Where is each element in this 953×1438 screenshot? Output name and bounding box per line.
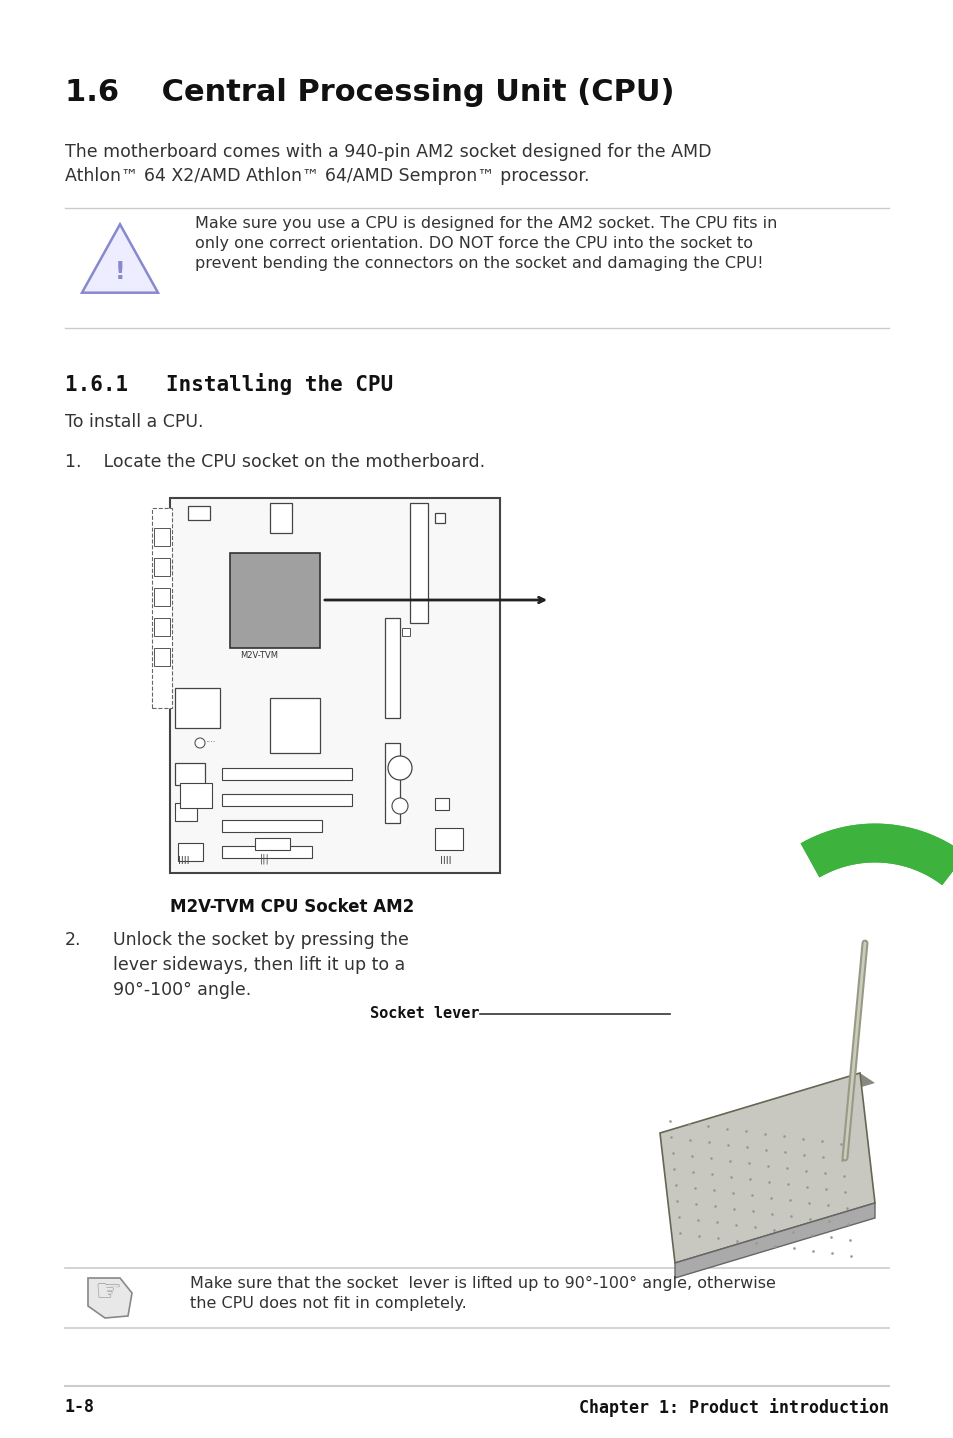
Text: ☞: ☞ [94,1278,122,1307]
Text: M2V-TVM CPU Socket AM2: M2V-TVM CPU Socket AM2 [170,897,414,916]
Bar [174,687,220,728]
Bar [401,628,410,636]
Text: !: ! [114,260,125,283]
Bar [153,649,170,666]
Bar [188,506,210,521]
Text: 1.6.1   Installing the CPU: 1.6.1 Installing the CPU [65,372,393,395]
Bar [435,828,462,850]
Text: Socket lever: Socket lever [370,1007,479,1021]
Bar [170,498,499,873]
Text: Unlock the socket by pressing the
lever sideways, then lift it up to a
90°-100° : Unlock the socket by pressing the lever … [112,930,409,999]
Circle shape [392,798,408,814]
Bar [180,784,212,808]
Bar [153,528,170,546]
Text: IIII: IIII [178,856,190,866]
Polygon shape [88,1278,132,1319]
Text: |||: ||| [260,853,270,863]
Bar [410,503,428,623]
Text: Make sure that the socket  lever is lifted up to 90°-100° angle, otherwise
the C: Make sure that the socket lever is lifte… [190,1276,775,1311]
Bar [152,508,172,707]
Circle shape [388,756,412,779]
Bar [435,513,444,523]
Text: 2.: 2. [65,930,81,949]
Text: M2V-TVM: M2V-TVM [240,651,277,660]
Polygon shape [82,224,158,293]
Bar [174,764,205,785]
Bar [222,768,352,779]
Bar [222,794,352,807]
Bar [270,503,292,533]
Bar [385,618,399,718]
Circle shape [194,738,205,748]
Text: ....: .... [205,735,215,745]
Bar [153,588,170,605]
Bar [435,798,449,810]
Text: 1.    Locate the CPU socket on the motherboard.: 1. Locate the CPU socket on the motherbo… [65,453,485,472]
Text: 1-8: 1-8 [65,1398,95,1416]
Bar [153,618,170,636]
Text: IIII: IIII [439,856,451,866]
Bar [230,554,319,649]
Polygon shape [659,1073,874,1143]
Bar [178,843,203,861]
Bar [254,838,290,850]
Text: To install a CPU.: To install a CPU. [65,413,203,431]
Bar [174,802,196,821]
Text: The motherboard comes with a 940-pin AM2 socket designed for the AMD
Athlon™ 64 : The motherboard comes with a 940-pin AM2… [65,142,711,184]
Bar [385,743,399,823]
Text: 1.6    Central Processing Unit (CPU): 1.6 Central Processing Unit (CPU) [65,78,674,106]
Text: Chapter 1: Product introduction: Chapter 1: Product introduction [578,1398,888,1416]
Bar [270,697,319,754]
Bar [153,558,170,577]
Polygon shape [675,1204,874,1278]
Polygon shape [659,1073,874,1263]
Text: Make sure you use a CPU is designed for the AM2 socket. The CPU fits in
only one: Make sure you use a CPU is designed for … [194,216,777,270]
Bar [222,820,322,833]
Bar [222,846,312,858]
